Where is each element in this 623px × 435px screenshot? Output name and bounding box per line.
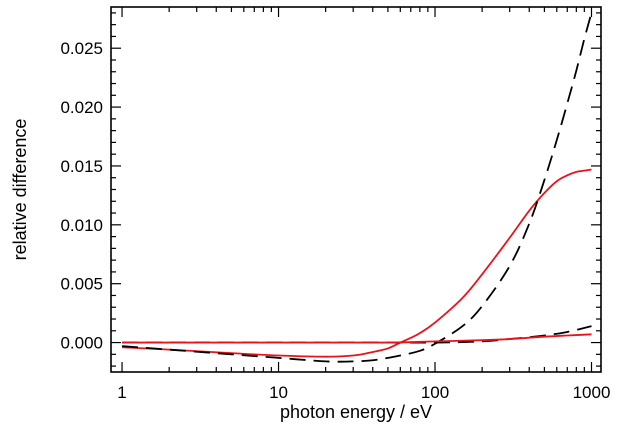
plot-frame [110,6,602,373]
y-tick-label: 0.020 [60,98,103,117]
y-tick-label: 0.005 [60,275,103,294]
series-line-2 [121,12,593,363]
y-tick-label: 0.015 [60,157,103,176]
x-tick-label: 100 [421,383,449,402]
x-axis-title: photon energy / eV [280,402,432,422]
x-tick-label: 1 [117,383,126,402]
y-tick-label: 0.025 [60,39,103,58]
x-tick-label: 10 [269,383,288,402]
y-tick-label: 0.000 [60,334,103,353]
tick-layer: 1 10 100 1000 0.000 0.005 0.010 0.015 0.020 0.025 [60,7,610,402]
series-layer [121,12,593,363]
y-axis-title: relative difference [10,119,30,261]
series-line-3 [122,325,592,344]
x-tick-label: 1000 [573,383,611,402]
series-line-1 [121,168,592,358]
y-tick-label: 0.010 [60,216,103,235]
series-line-4 [122,333,592,344]
